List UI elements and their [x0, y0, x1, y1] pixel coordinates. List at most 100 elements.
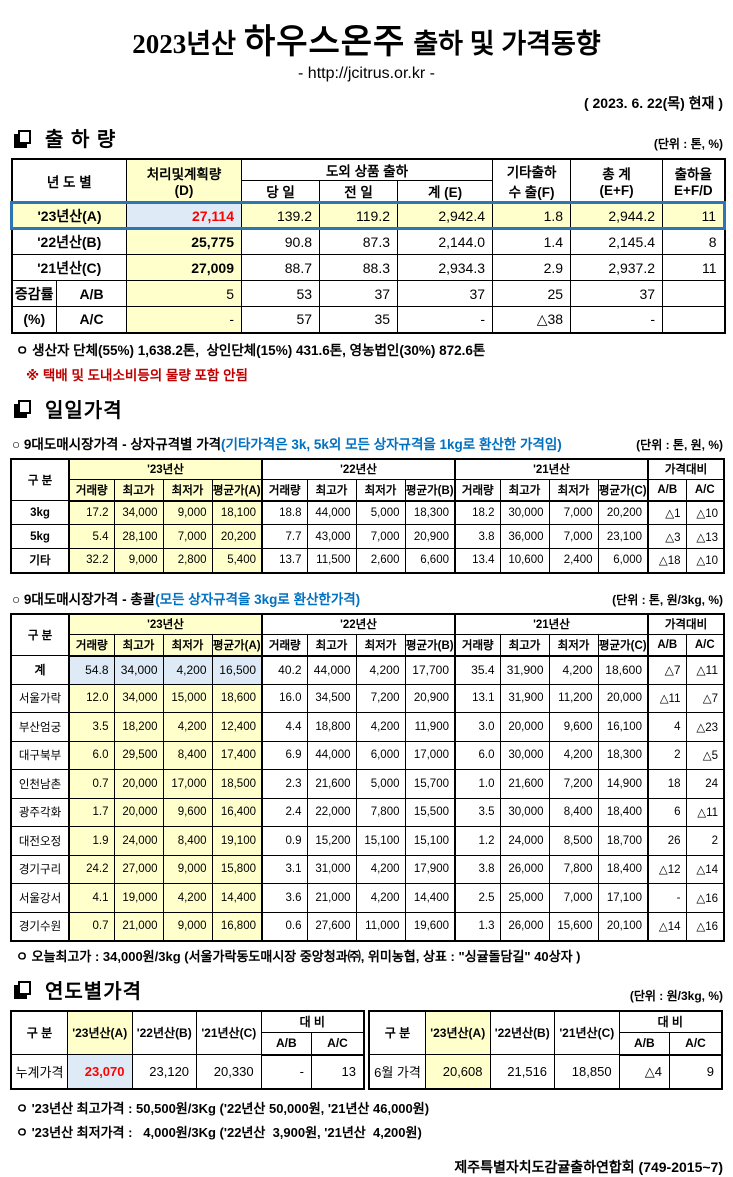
table-cell: 2,145.4 [570, 228, 664, 255]
table-cell: 119.2 [319, 201, 399, 230]
row-incheon: 인천남촌 0.7 20,000 17,000 18,500 2.3 21,600 5,000 1… [10, 769, 725, 799]
table-cell: 8,500 [548, 826, 599, 856]
table-cell: 11 [662, 201, 727, 230]
table-cell: 87.3 [319, 228, 399, 255]
table-cell: 35.4 [454, 655, 501, 685]
table-cell: 18,600 [597, 655, 649, 685]
table-cell: 18,300 [597, 740, 649, 770]
square-bullet-icon [18, 129, 31, 144]
table-cell: △13 [685, 524, 725, 549]
col-today: 당 일 [241, 180, 321, 204]
col-avg-b: 평균가(B) [404, 479, 456, 502]
table-cell: 4 [647, 712, 687, 742]
section-title-yearly: 연도별가격 [45, 980, 142, 1003]
table-cell: '21년산(C) [10, 254, 128, 281]
table-cell: 18,200 [113, 712, 164, 742]
table-cell: 20,000 [113, 769, 164, 799]
table-cell: 18,800 [306, 712, 357, 742]
table-cell: 20,100 [597, 911, 649, 941]
table-cell: 34,000 [113, 683, 164, 713]
table-cell: 5.4 [68, 524, 115, 549]
row-3kg: 3kg 17.2 34,000 9,000 18,100 18.8 44,000 5,000 1… [10, 500, 725, 525]
table-cell: 4,200 [162, 712, 213, 742]
table-cell: 11,000 [355, 911, 406, 941]
table-cell: 18.2 [454, 500, 501, 525]
table-cell: 16,500 [211, 655, 263, 685]
title-year: 2023년산 [132, 29, 236, 59]
table-cell: 20,900 [404, 524, 456, 549]
col-low-23: 최저가 [162, 634, 213, 657]
table-cell: 3.1 [261, 854, 308, 884]
table-cell: 4,200 [355, 883, 406, 913]
table-cell: 21,000 [306, 883, 357, 913]
col-gubun: 구 분 [10, 458, 70, 501]
table-cell: 4,200 [355, 854, 406, 884]
table-cell: 24 [685, 769, 725, 799]
table-cell: △11 [685, 655, 725, 685]
june-ab: △4 [618, 1054, 670, 1089]
table-cell: 2,942.4 [397, 201, 494, 230]
col-year: 년 도 별 [10, 158, 128, 203]
table-cell: 44,000 [306, 500, 357, 525]
row-2023: '23년산(A) 27,114 139.2 119.2 2,942.4 1.8 2,944.… [9, 201, 727, 230]
sub2-title-blue: (모든 상자규격을 3kg로 환산한가격) [155, 591, 361, 607]
table-cell: 15,000 [162, 683, 213, 713]
table-cell: 29,500 [113, 740, 164, 770]
table-cell: 26,000 [499, 911, 550, 941]
col-ab: A/B [618, 1032, 670, 1056]
table-cell: 5,400 [211, 548, 263, 573]
col-year-21: '21년산 [454, 613, 649, 635]
col-year-23: '23년산 [68, 613, 263, 635]
row-2022: '22년산(B) 25,775 90.8 87.3 2,144.0 1.4 2,145.4 8 [10, 228, 726, 255]
table-cell: 9,600 [548, 712, 599, 742]
exclusion-note: ※ 택배 및 도내소비등의 물량 포함 안됨 [26, 367, 248, 383]
yearly-tables: 구 분 '23년산(A) '22년산(B) '21년산(C) 대 비 A/B A… [10, 1009, 723, 1090]
table-cell: △10 [685, 500, 725, 525]
table-cell: 15,100 [404, 826, 456, 856]
table-cell: 13.4 [454, 548, 501, 573]
table-cell: 6.0 [68, 740, 115, 770]
col-y21: '21년산(C) [196, 1010, 262, 1055]
page-title: 2023년산 하우스온주 출하 및 가격동향 [10, 14, 723, 63]
table-cell: 27,114 [126, 201, 243, 230]
table-cell: 6.0 [454, 740, 501, 770]
yearly-unit-label: (단위 : 원/3kg, %) [629, 988, 723, 1003]
table-cell: 8 [662, 228, 726, 255]
table-cell: 3.8 [454, 524, 501, 549]
daily-market-body: 계 54.8 34,000 4,200 16,500 40.2 44,000 4,200 17,… [10, 655, 725, 941]
col-etc-line1: 기타출하 [506, 164, 557, 180]
table-cell: △16 [685, 911, 725, 941]
table-cell: 18,500 [211, 769, 263, 799]
shipment-table: 년 도 별 처리및계획량 (D) 도외 상품 출하 기타출하 수 출(F) 총 … [9, 158, 727, 334]
col-ab: A/B [647, 479, 687, 502]
col-low-21: 최저가 [548, 479, 599, 502]
col-low-23: 최저가 [162, 479, 213, 502]
col-total-line2: (E+F) [599, 183, 634, 198]
table-cell: 13.1 [454, 683, 501, 713]
col-gubun: 구 분 [10, 1010, 68, 1055]
table-cell: 30,000 [499, 797, 550, 827]
table-cell: 44,000 [306, 655, 357, 685]
table-cell: 서울강서 [10, 883, 70, 913]
table-cell: 15,100 [355, 826, 406, 856]
table-cell: 9,000 [162, 500, 213, 525]
table-cell: 7,000 [162, 524, 213, 549]
section-header-shipment: 출 하 량 (단위 : 톤, %) [12, 123, 723, 152]
table-cell: △7 [685, 683, 725, 713]
table-cell: 0.7 [68, 911, 115, 941]
table-cell: 5kg [10, 524, 70, 549]
table-cell: 5 [126, 280, 243, 307]
table-cell: 57 [241, 306, 321, 333]
table-cell [662, 280, 726, 307]
table-cell: 12.0 [68, 683, 115, 713]
yearly-low-note: ㅇ '23년산 최저가격 : 4,000원/3Kg ('22년산 3,900원,… [16, 1124, 422, 1140]
table-cell: - [647, 883, 687, 913]
table-cell: 4,200 [162, 883, 213, 913]
producer-note: ㅇ 생산자 단체(55%) 1,638.2톤, 상인단체(15%) 431.6톤… [16, 342, 486, 358]
table-cell: 기타 [10, 548, 70, 573]
table-cell: △1 [647, 500, 687, 525]
table-cell: 34,000 [113, 500, 164, 525]
table-cell: 26 [647, 826, 687, 856]
table-cell: 15,700 [404, 769, 456, 799]
table-cell: 2 [647, 740, 687, 770]
